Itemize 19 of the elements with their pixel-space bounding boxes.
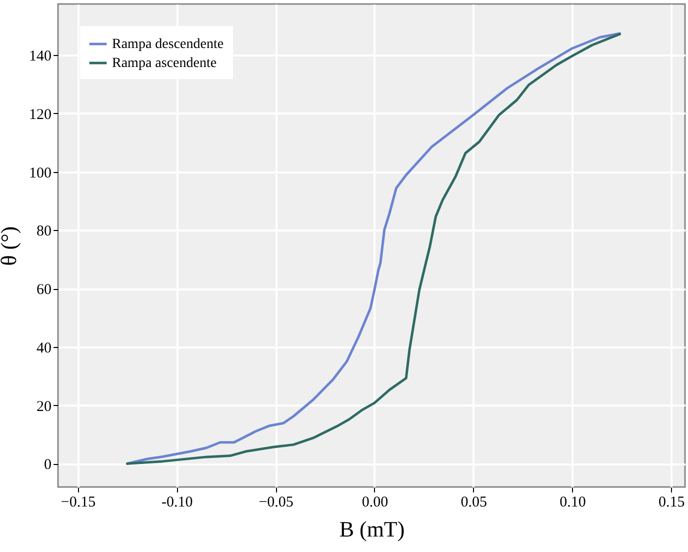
legend-label: Rampa descendente <box>112 37 224 52</box>
y-tick-label: 20 <box>36 398 52 415</box>
y-tick-label: 0 <box>44 457 52 474</box>
x-tick-label: −0.05 <box>258 494 294 510</box>
y-tick-label: 60 <box>36 282 52 298</box>
y-axis-title: θ (°) <box>0 226 21 266</box>
x-axis-title: B (mT) <box>339 516 405 542</box>
y-tick-label: 120 <box>29 106 52 123</box>
x-tick-label: 0.00 <box>362 494 388 510</box>
x-tick-label: 0.10 <box>560 494 586 510</box>
x-tick-label: 0.15 <box>658 494 685 510</box>
y-tick-label: 140 <box>29 48 52 65</box>
y-tick-label: 40 <box>36 340 52 356</box>
x-tick-label: -0.10 <box>162 494 193 510</box>
y-tick-label: 100 <box>29 165 52 182</box>
y-tick-label: 80 <box>36 224 52 240</box>
x-tick-label: 0.05 <box>460 494 487 510</box>
x-tick-label: −0.15 <box>60 494 96 510</box>
legend-label: Rampa ascendente <box>112 56 217 71</box>
